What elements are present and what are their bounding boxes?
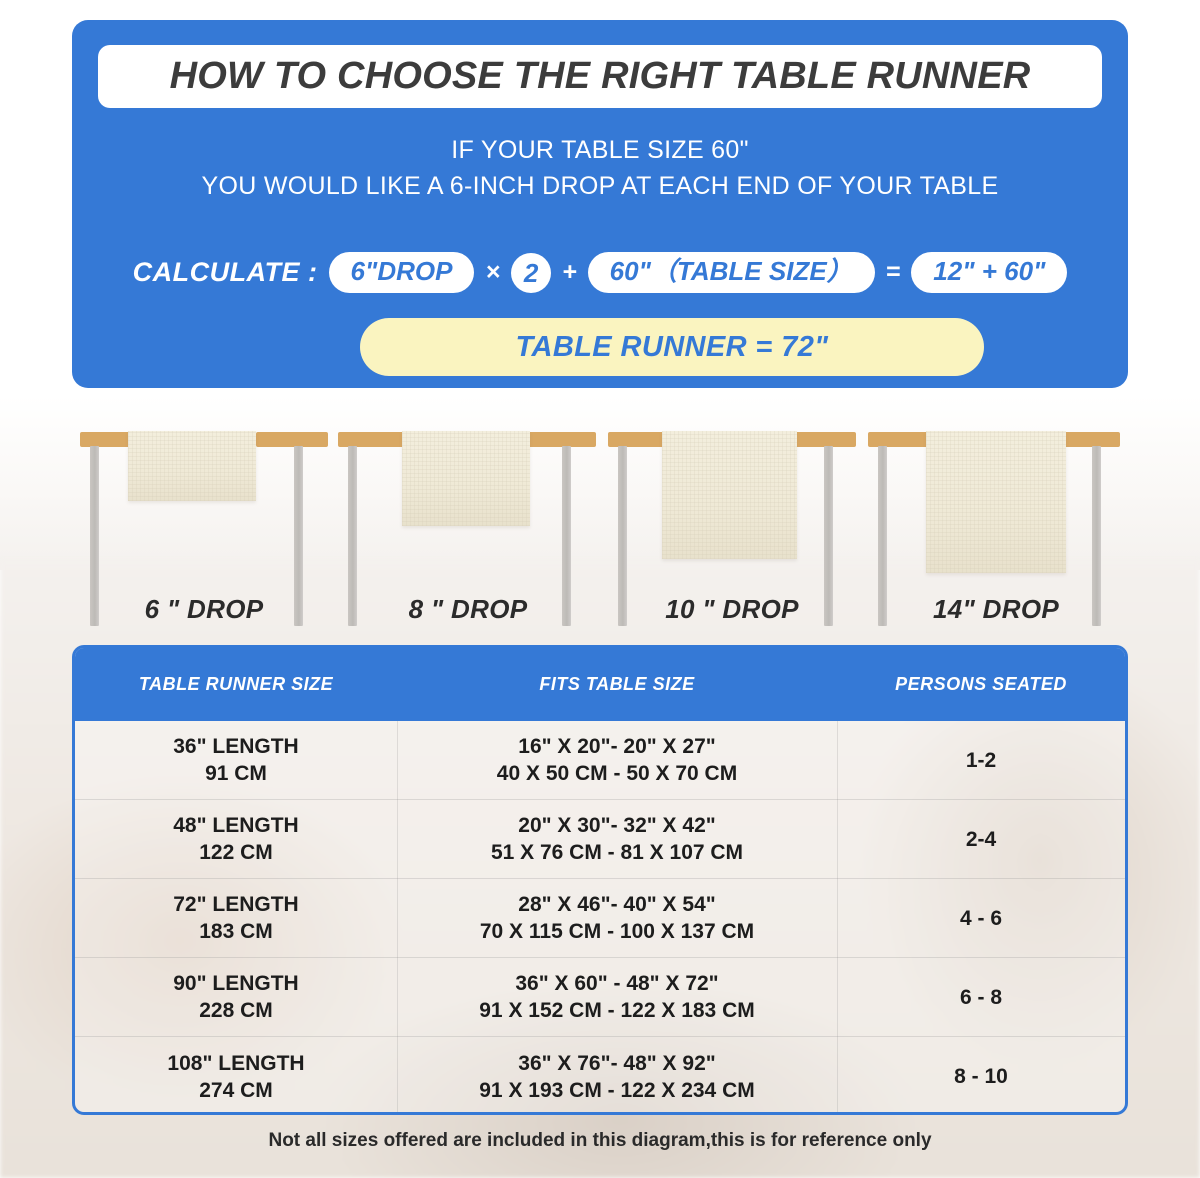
tabletop-right-icon (524, 432, 596, 447)
cell-fits-table-size: 36" X 76"- 48" X 92" 91 X 193 CM - 122 X… (397, 1050, 837, 1104)
fits-inches: 28" X 46"- 40" X 54" (518, 893, 716, 916)
cell-runner-size: 72" LENGTH 183 CM (75, 891, 397, 945)
table-runner-icon (128, 431, 256, 501)
fits-inches: 36" X 60" - 48" X 72" (515, 972, 719, 995)
drop-label: 6 " DROP (144, 594, 264, 624)
runner-size-cm: 274 CM (199, 1078, 273, 1102)
fits-cm: 40 X 50 CM - 50 X 70 CM (496, 762, 738, 785)
drop-illustration-8in: 8 " DROP (336, 418, 600, 633)
cell-persons-seated: 6 - 8 (959, 985, 1003, 1009)
runner-size-cm: 91 CM (205, 762, 267, 785)
tabletop-right-icon (786, 432, 856, 447)
table-leg-left-icon (878, 446, 887, 626)
cell-persons-seated: 4 - 6 (959, 906, 1003, 930)
plus-operator-icon: + (562, 258, 577, 287)
multiply-operator-icon: × (485, 258, 501, 287)
result-text: TABLE RUNNER = 72" (515, 330, 829, 363)
fits-cm: 91 X 193 CM - 122 X 234 CM (479, 1078, 755, 1102)
drop-illustrations: 6 " DROP 8 " DROP 10 " DROP 14" DROP (72, 418, 1128, 633)
cell-persons-seated: 8 - 10 (954, 1065, 1008, 1088)
table-runner-icon (662, 431, 797, 559)
drop-illustration-6in: 6 " DROP (72, 418, 336, 633)
runner-size-inches: 72" LENGTH (173, 893, 299, 916)
runner-size-inches: 48" LENGTH (173, 814, 299, 837)
table-row: 108" LENGTH 274 CM 36" X 76"- 48" X 92" … (75, 1037, 1125, 1112)
runner-size-inches: 108" LENGTH (167, 1051, 305, 1075)
hero-card: HOW TO CHOOSE THE RIGHT TABLE RUNNER IF … (72, 20, 1128, 388)
footnote: Not all sizes offered are included in th… (268, 1130, 932, 1151)
table-leg-right-icon (294, 446, 303, 626)
fits-inches: 16" X 20"- 20" X 27" (518, 735, 716, 758)
table-leg-right-icon (824, 446, 833, 626)
cell-runner-size: 108" LENGTH 274 CM (75, 1050, 397, 1104)
tabletop-right-icon (1056, 432, 1120, 447)
calculation-row: CALCULATE : 6"DROP × 2 + 60"（TABLE SIZE）… (72, 252, 1128, 294)
cell-fits-table-size: 36" X 60" - 48" X 72" 91 X 152 CM - 122 … (397, 970, 837, 1024)
runner-size-cm: 122 CM (199, 841, 273, 864)
table-row: 48" LENGTH 122 CM 20" X 30"- 32" X 42" 5… (75, 800, 1125, 879)
cell-runner-size: 36" LENGTH 91 CM (75, 733, 397, 787)
fits-cm: 51 X 76 CM - 81 X 107 CM (490, 841, 744, 864)
pill-drop-value: 6"DROP (328, 252, 475, 294)
hero-subtitle-line-1: IF YOUR TABLE SIZE 60" (451, 136, 749, 164)
cell-persons-seated: 1-2 (965, 748, 997, 772)
column-divider (397, 721, 398, 1112)
drop-label: 10 " DROP (665, 594, 799, 624)
column-header-runner-size: TABLE RUNNER SIZE (138, 674, 334, 694)
tabletop-left-icon (338, 432, 410, 447)
equals-operator-icon: = (885, 258, 901, 287)
tabletop-left-icon (608, 432, 676, 447)
table-leg-left-icon (618, 446, 627, 626)
table-body: 36" LENGTH 91 CM 16" X 20"- 20" X 27" 40… (75, 721, 1125, 1112)
calculate-label: CALCULATE : (132, 257, 318, 288)
drop-label: 14" DROP (933, 594, 1059, 624)
page-title: HOW TO CHOOSE THE RIGHT TABLE RUNNER (169, 55, 1031, 97)
cell-fits-table-size: 16" X 20"- 20" X 27" 40 X 50 CM - 50 X 7… (397, 733, 837, 787)
drop-illustration-14in: 14" DROP (864, 418, 1128, 633)
fits-cm: 70 X 115 CM - 100 X 137 CM (479, 920, 755, 943)
cell-runner-size: 48" LENGTH 122 CM (75, 812, 397, 866)
table-leg-left-icon (90, 446, 99, 626)
size-table: TABLE RUNNER SIZE FITS TABLE SIZE PERSON… (72, 645, 1128, 1115)
column-header-persons-seated: PERSONS SEATED (895, 674, 1067, 694)
drop-illustration-10in: 10 " DROP (600, 418, 864, 633)
table-row: 36" LENGTH 91 CM 16" X 20"- 20" X 27" 40… (75, 721, 1125, 800)
pill-sum-value: 12" + 60" (911, 252, 1068, 294)
table-runner-icon (402, 431, 530, 526)
table-row: 72" LENGTH 183 CM 28" X 46"- 40" X 54" 7… (75, 879, 1125, 958)
hero-subtitle-line-2: YOU WOULD LIKE A 6-INCH DROP AT EACH END… (201, 172, 999, 200)
table-leg-right-icon (1092, 446, 1101, 626)
runner-size-inches: 90" LENGTH (173, 972, 299, 995)
table-header-row: TABLE RUNNER SIZE FITS TABLE SIZE PERSON… (75, 648, 1125, 721)
tabletop-right-icon (256, 432, 328, 447)
result-pill: TABLE RUNNER = 72" (360, 318, 984, 376)
cell-persons-seated: 2-4 (965, 827, 997, 851)
table-leg-right-icon (562, 446, 571, 626)
table-row: 90" LENGTH 228 CM 36" X 60" - 48" X 72" … (75, 958, 1125, 1037)
runner-size-cm: 228 CM (199, 999, 273, 1022)
hero-title-box: HOW TO CHOOSE THE RIGHT TABLE RUNNER (98, 45, 1102, 108)
fits-inches: 36" X 76"- 48" X 92" (518, 1051, 716, 1075)
hero-subtitle: IF YOUR TABLE SIZE 60" YOU WOULD LIKE A … (72, 132, 1128, 204)
runner-size-inches: 36" LENGTH (173, 735, 299, 758)
fits-inches: 20" X 30"- 32" X 42" (518, 814, 716, 837)
pill-table-size-value: 60"（TABLE SIZE） (587, 252, 875, 294)
pill-multiplier-value: 2 (511, 252, 552, 293)
table-runner-icon (926, 431, 1066, 573)
fits-cm: 91 X 152 CM - 122 X 183 CM (479, 999, 755, 1022)
runner-size-cm: 183 CM (199, 920, 273, 943)
column-header-fits-table-size: FITS TABLE SIZE (539, 674, 695, 694)
drop-label: 8 " DROP (408, 594, 528, 624)
cell-runner-size: 90" LENGTH 228 CM (75, 970, 397, 1024)
cell-fits-table-size: 28" X 46"- 40" X 54" 70 X 115 CM - 100 X… (397, 891, 837, 945)
tabletop-left-icon (868, 432, 930, 447)
column-divider (837, 721, 838, 1112)
cell-fits-table-size: 20" X 30"- 32" X 42" 51 X 76 CM - 81 X 1… (397, 812, 837, 866)
table-leg-left-icon (348, 446, 357, 626)
